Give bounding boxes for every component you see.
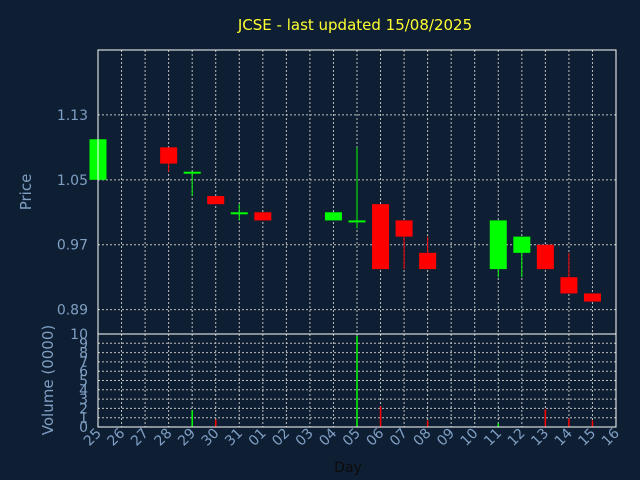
x-tick-label: 14: [552, 425, 576, 449]
x-tick-label: 09: [434, 426, 458, 450]
candle-05: [348, 147, 366, 229]
volume-axis-label: Volume (0000): [39, 325, 57, 435]
x-tick-label: 16: [599, 425, 623, 449]
candle-body: [207, 196, 225, 205]
price-y-ticks: 1.13 1.05 0.97 0.89: [57, 108, 88, 319]
candle-30: [207, 196, 225, 205]
volume-y-tick-label: 5: [79, 374, 88, 390]
x-tick-label: 05: [340, 426, 364, 450]
x-tick-label: 01: [246, 426, 270, 450]
price-y-tick-label: 0.97: [57, 238, 88, 254]
x-tick-label: 29: [175, 426, 199, 450]
x-tick-label: 04: [316, 425, 340, 449]
price-y-tick-label: 1.05: [57, 173, 88, 189]
chart-title: JCSE - last updated 15/08/2025: [237, 16, 472, 34]
volume-y-tick-label: 3: [79, 392, 88, 408]
volume-y-tick-label: 8: [79, 346, 88, 362]
x-tick-label: 02: [269, 426, 293, 450]
candles: [89, 139, 601, 302]
x-tick-label: 12: [505, 426, 529, 450]
candle-28: [160, 147, 178, 172]
volume-y-tick-label: 10: [70, 327, 88, 343]
price-y-tick-label: 0.89: [57, 303, 88, 319]
candle-06: [372, 204, 390, 270]
x-tick-label: 28: [152, 426, 176, 450]
volume-y-tick-label: 7: [79, 355, 88, 371]
candle-body: [583, 293, 601, 302]
candle-body: [183, 171, 201, 174]
price-axis-label: Price: [17, 174, 35, 211]
x-tick-label: 31: [222, 426, 246, 450]
candle-body: [254, 212, 272, 221]
volume-y-tick-label: 6: [79, 364, 88, 380]
x-axis-label: Day: [334, 460, 362, 476]
volume-y-tick-label: 0: [79, 420, 88, 436]
candle-07: [395, 220, 413, 270]
volume-y-tick-label: 9: [79, 336, 88, 352]
volume-y-tick-label: 2: [79, 401, 88, 417]
candle-body: [513, 236, 531, 253]
x-tick-label: 30: [199, 426, 223, 450]
candle-01: [254, 212, 272, 221]
x-tick-label: 11: [481, 426, 505, 450]
candle-29: [183, 171, 201, 197]
candle-body: [348, 220, 366, 223]
volume-y-tick-label: 4: [79, 383, 88, 399]
candle-body: [395, 220, 413, 237]
x-tick-label: 13: [528, 426, 552, 450]
x-tick-label: 06: [363, 425, 387, 449]
candle-body: [230, 212, 248, 215]
candle-14: [560, 252, 578, 294]
candle-body: [489, 220, 507, 270]
x-tick-label: 03: [293, 426, 317, 450]
candle-31: [230, 204, 248, 221]
candle-body: [419, 252, 437, 270]
candle-08: [419, 236, 437, 270]
candle-body: [536, 244, 554, 270]
x-tick-label: 27: [128, 426, 152, 450]
x-tick-label: 15: [575, 426, 599, 450]
x-axis-ticks: 25 26 27 28 29 30 31 01 02 03 04 05 06 07 08 09 10 11 12 13…: [81, 425, 623, 449]
volume-panel-frame: [97, 333, 617, 428]
x-tick-label: 26: [104, 425, 128, 449]
price-y-tick-label: 1.13: [57, 108, 88, 124]
candle-11: [489, 220, 507, 278]
volume-bars: [191, 335, 594, 427]
candle-body: [560, 277, 578, 294]
candle-04: [324, 212, 342, 221]
volume-y-tick-label: 1: [79, 411, 88, 427]
candle-body: [372, 204, 390, 270]
x-tick-label: 07: [387, 426, 411, 450]
x-tick-label: 10: [458, 426, 482, 450]
candle-body: [324, 212, 342, 221]
candle-13: [536, 244, 554, 270]
candle-15: [583, 293, 601, 302]
x-tick-label: 08: [411, 426, 435, 450]
candle-12: [513, 236, 531, 278]
candle-body: [160, 147, 178, 164]
